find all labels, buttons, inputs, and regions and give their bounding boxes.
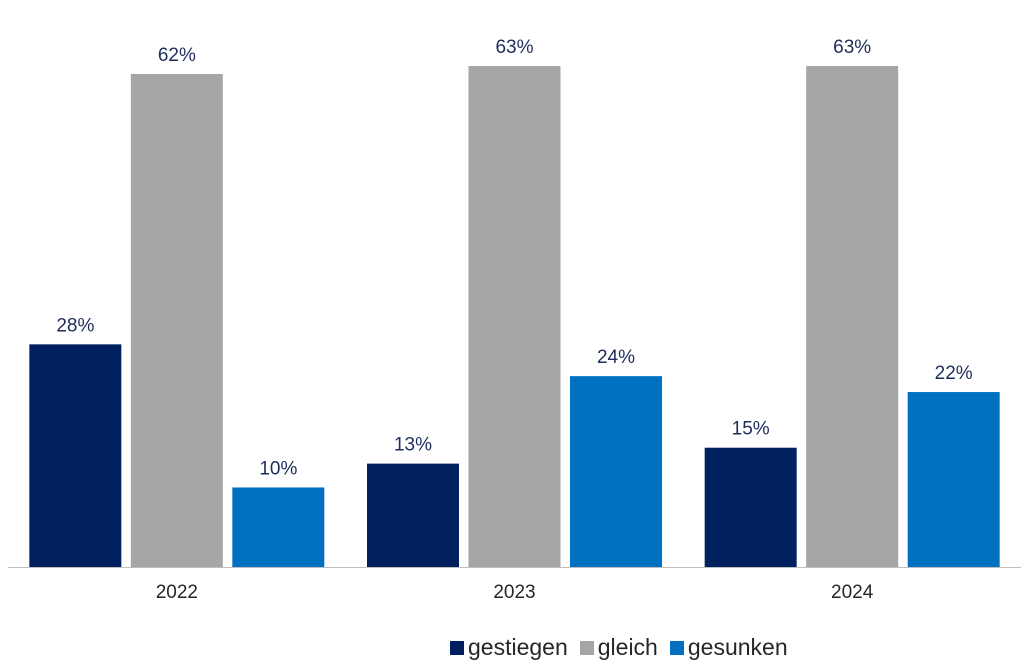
x-tick-label-2024: 2024 — [831, 582, 874, 603]
legend: gestiegen gleich gesunken — [450, 634, 800, 660]
bar-gleich-2023 — [468, 66, 561, 567]
bar-gesunken-2024 — [907, 392, 1000, 567]
data-label-gleich-2022: 62% — [158, 45, 196, 66]
legend-item-gleich: gleich — [579, 634, 658, 660]
bar-gestiegen-2023 — [367, 463, 459, 567]
legend-item-gestiegen: gestiegen — [450, 634, 568, 660]
data-label-gleich-2023: 63% — [495, 37, 533, 58]
legend-label-gestiegen: gestiegen — [468, 634, 568, 660]
legend-swatch-gleich — [579, 640, 594, 655]
data-label-gestiegen-2023: 13% — [394, 435, 432, 456]
bar-gleich-2024 — [806, 66, 899, 567]
bar-gestiegen-2022 — [29, 344, 122, 567]
bar-gleich-2022 — [130, 73, 223, 567]
data-label-gestiegen-2022: 28% — [56, 315, 94, 336]
bar-gesunken-2022 — [232, 487, 325, 567]
data-label-gesunken-2024: 22% — [935, 363, 973, 384]
legend-swatch-gesunken — [669, 640, 684, 655]
x-tick-label-2023: 2023 — [493, 582, 535, 603]
bar-gesunken-2023 — [570, 376, 662, 567]
legend-label-gleich: gleich — [597, 634, 658, 660]
data-label-gesunken-2022: 10% — [259, 458, 297, 479]
x-tick-label-2022: 2022 — [156, 582, 198, 603]
data-label-gleich-2024: 63% — [833, 37, 871, 58]
data-label-gestiegen-2024: 15% — [732, 419, 770, 440]
data-label-gesunken-2023: 24% — [597, 347, 635, 368]
legend-item-gesunken: gesunken — [669, 634, 788, 660]
legend-label-gesunken: gesunken — [687, 634, 788, 660]
bar-gestiegen-2024 — [704, 447, 797, 567]
legend-swatch-gestiegen — [450, 640, 464, 655]
